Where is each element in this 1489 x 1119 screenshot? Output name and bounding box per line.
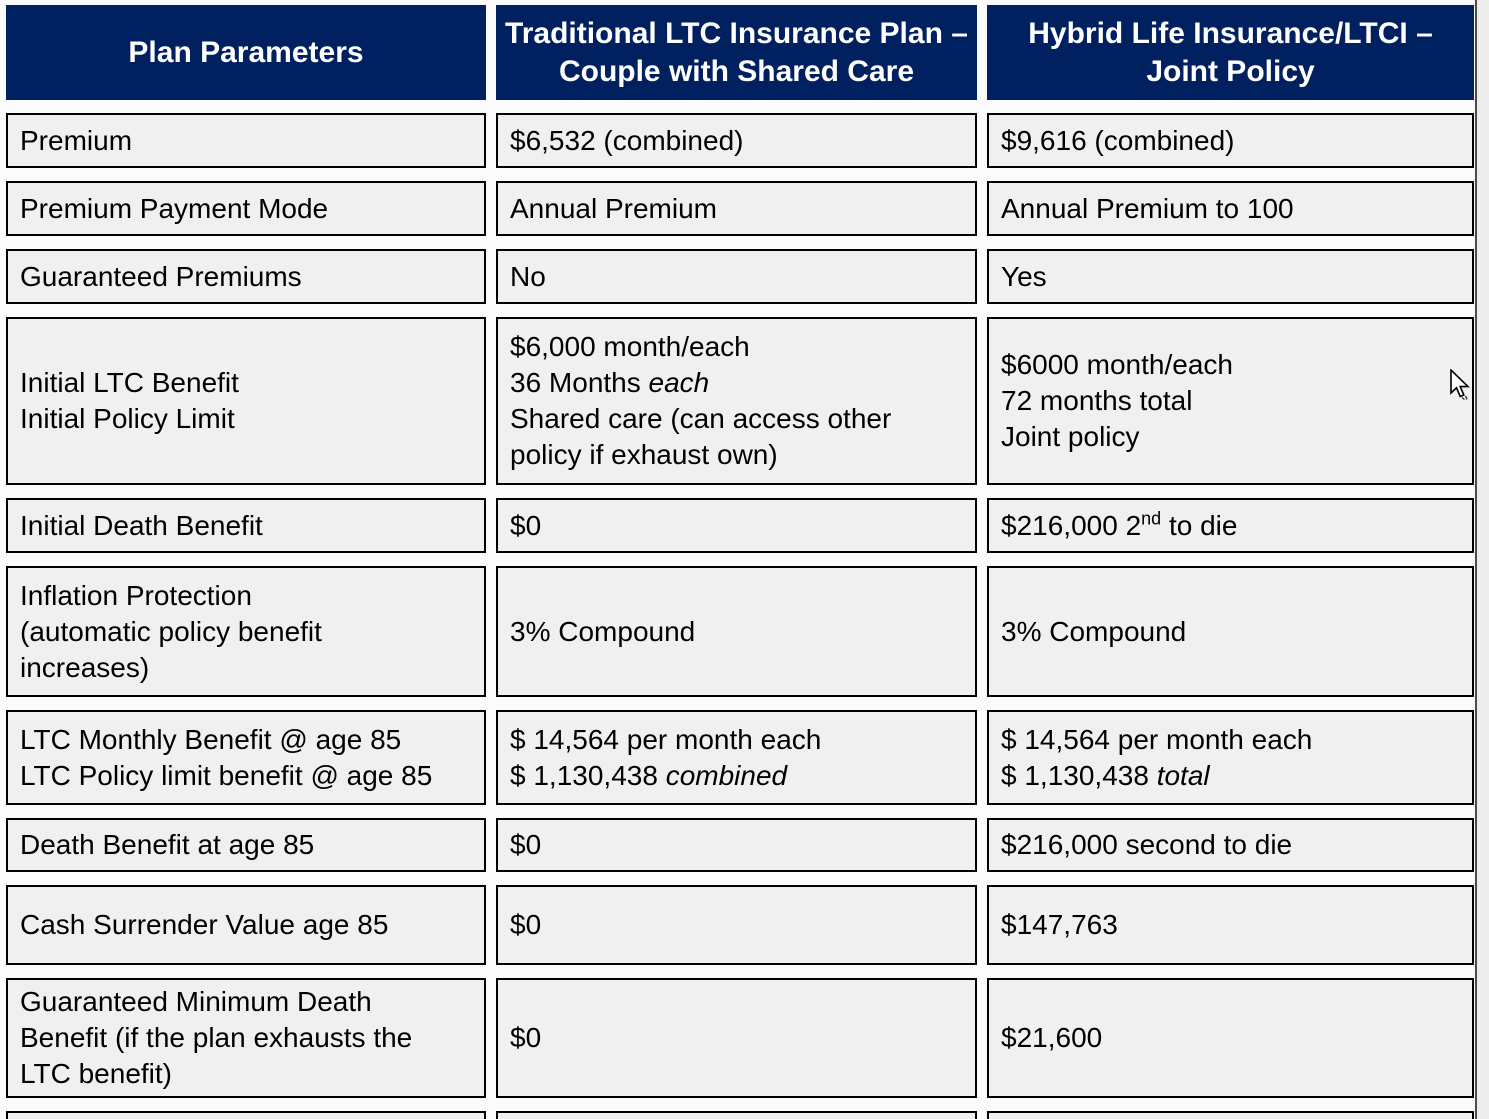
table-header-row: Plan Parameters Traditional LTC Insuranc… (6, 5, 1474, 100)
cell-premium-label: Premium (6, 113, 486, 168)
table-row-premium-payment-mode: Premium Payment Mode Annual Premium Annu… (6, 181, 1474, 236)
cell-guaranteed-min-death-hybrid: $21,600 (987, 978, 1474, 1098)
cell-partial-traditional (496, 1111, 977, 1119)
cell-inflation-protection-hybrid: 3% Compound (987, 566, 1474, 697)
cell-payment-mode-hybrid: Annual Premium to 100 (987, 181, 1474, 236)
cell-cash-surrender-hybrid: $147,763 (987, 885, 1474, 965)
cell-ltc-benefit-85-traditional: $ 14,564 per month each $ 1,130,438 combi… (496, 710, 977, 805)
cell-initial-ltc-benefit-label: Initial LTC Benefit Initial Policy Limit (6, 317, 486, 485)
cell-guaranteed-min-death-label: Guaranteed Minimum Death Benefit (if the … (6, 978, 486, 1098)
cell-premium-traditional: $6,532 (combined) (496, 113, 977, 168)
cell-partial-hybrid (987, 1111, 1474, 1119)
table-row-premium: Premium $6,532 (combined) $9,616 (combin… (6, 113, 1474, 168)
comparison-table: Plan Parameters Traditional LTC Insuranc… (6, 5, 1474, 1119)
cell-guaranteed-premiums-label: Guaranteed Premiums (6, 249, 486, 304)
table-row-guaranteed-premiums: Guaranteed Premiums No Yes (6, 249, 1474, 304)
cell-ltc-benefit-85-label: LTC Monthly Benefit @ age 85 LTC Policy l… (6, 710, 486, 805)
table-row-partial-cutoff (6, 1111, 1474, 1119)
cell-initial-death-benefit-hybrid: $216,000 2nd to die (987, 498, 1474, 553)
cell-partial-label (6, 1111, 486, 1119)
cell-cash-surrender-label: Cash Surrender Value age 85 (6, 885, 486, 965)
right-edge-gutter (1475, 0, 1489, 1119)
cell-payment-mode-label: Premium Payment Mode (6, 181, 486, 236)
table-row-cash-surrender-value: Cash Surrender Value age 85 $0 $147,763 (6, 885, 1474, 965)
cell-initial-ltc-benefit-traditional: $6,000 month/each 36 Months each Shared ca… (496, 317, 977, 485)
cell-guaranteed-min-death-traditional: $0 (496, 978, 977, 1098)
cell-guaranteed-premiums-hybrid: Yes (987, 249, 1474, 304)
cell-initial-death-benefit-traditional: $0 (496, 498, 977, 553)
cell-death-benefit-85-traditional: $0 (496, 818, 977, 872)
cell-guaranteed-premiums-traditional: No (496, 249, 977, 304)
header-hybrid-life-ltci: Hybrid Life Insurance/LTCI – Joint Policy (987, 5, 1474, 100)
cell-cash-surrender-traditional: $0 (496, 885, 977, 965)
header-traditional-ltc-plan: Traditional LTC Insurance Plan – Couple w… (496, 5, 977, 100)
cell-initial-ltc-benefit-hybrid: $6000 month/each 72 months total Joint pol… (987, 317, 1474, 485)
cell-premium-hybrid: $9,616 (combined) (987, 113, 1474, 168)
table-row-death-benefit-age-85: Death Benefit at age 85 $0 $216,000 seco… (6, 818, 1474, 872)
cell-initial-death-benefit-label: Initial Death Benefit (6, 498, 486, 553)
table-row-inflation-protection: Inflation Protection (automatic policy be… (6, 566, 1474, 697)
header-plan-parameters: Plan Parameters (6, 5, 486, 100)
table-row-initial-death-benefit: Initial Death Benefit $0 $216,000 2nd to… (6, 498, 1474, 553)
cell-inflation-protection-traditional: 3% Compound (496, 566, 977, 697)
cell-death-benefit-85-hybrid: $216,000 second to die (987, 818, 1474, 872)
table-row-initial-ltc-benefit: Initial LTC Benefit Initial Policy Limit … (6, 317, 1474, 485)
cell-inflation-protection-label: Inflation Protection (automatic policy be… (6, 566, 486, 697)
table-row-ltc-benefit-age-85: LTC Monthly Benefit @ age 85 LTC Policy l… (6, 710, 1474, 805)
cell-death-benefit-85-label: Death Benefit at age 85 (6, 818, 486, 872)
cell-payment-mode-traditional: Annual Premium (496, 181, 977, 236)
cell-ltc-benefit-85-hybrid: $ 14,564 per month each $ 1,130,438 total (987, 710, 1474, 805)
table-row-guaranteed-minimum-death-benefit: Guaranteed Minimum Death Benefit (if the … (6, 978, 1474, 1098)
